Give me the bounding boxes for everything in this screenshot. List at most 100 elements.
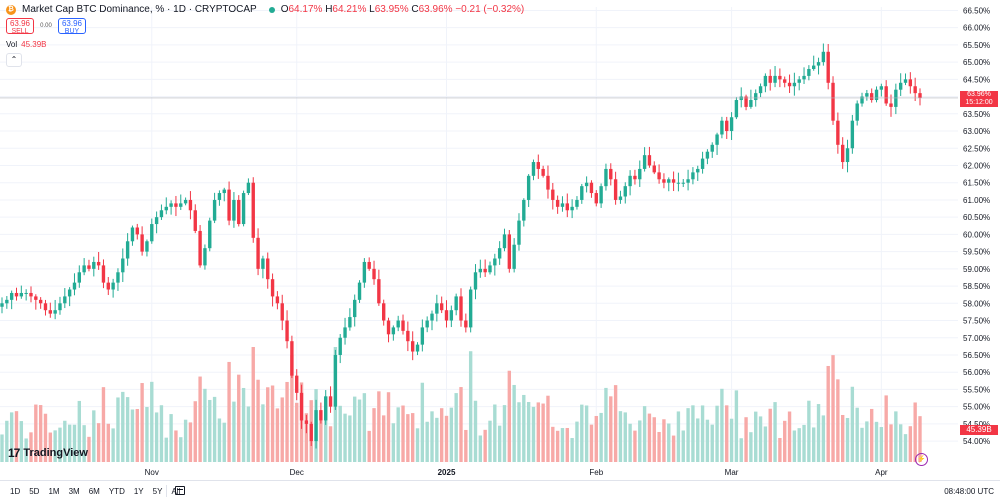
volume-bar xyxy=(328,426,333,462)
candle-body xyxy=(555,199,560,207)
volume-bar xyxy=(140,383,144,462)
sell-button[interactable]: 63.96 SELL xyxy=(6,18,34,35)
candle-body xyxy=(208,220,212,249)
volume-bar xyxy=(459,387,463,462)
volume-label: Vol xyxy=(6,40,18,49)
candle-body xyxy=(613,179,618,200)
candle-body xyxy=(101,265,106,283)
time-tick-label: Mar xyxy=(725,468,739,477)
volume-bar xyxy=(594,415,598,462)
volume-bar xyxy=(763,426,768,462)
volume-bar xyxy=(212,396,217,462)
volume-legend[interactable]: Vol 45.39B xyxy=(6,40,46,49)
candle-body xyxy=(512,244,516,269)
price-tick-label: 55.50% xyxy=(963,385,990,394)
candle-body xyxy=(159,210,164,218)
volume-bar xyxy=(280,397,284,462)
candle-body xyxy=(391,327,396,335)
symbol-title[interactable]: Market Cap BTC Dominance, % · 1D · CRYPT… xyxy=(22,4,257,15)
volume-bar xyxy=(319,420,323,462)
candle-body xyxy=(280,303,284,321)
volume-bar xyxy=(188,422,193,462)
volume-bar xyxy=(903,434,908,462)
tradingview-logo[interactable]: 17 TradingView xyxy=(8,446,88,460)
volume-bar xyxy=(754,411,758,462)
candle-body xyxy=(38,299,43,304)
sell-price: 63.96 xyxy=(9,19,31,28)
candle-body xyxy=(135,227,139,235)
candle-body xyxy=(778,75,782,80)
price-axis[interactable]: 66.50%66.00%65.50%65.00%64.50%64.00%63.5… xyxy=(963,6,990,446)
candle-body xyxy=(29,292,33,297)
collapse-legend-button[interactable]: ⌃ xyxy=(6,53,22,67)
price-tick-label: 62.50% xyxy=(963,144,990,153)
candle-body xyxy=(662,179,666,183)
range-5y[interactable]: 5Y xyxy=(152,487,163,496)
candle-body xyxy=(333,354,338,407)
candle-body xyxy=(850,120,855,149)
volume-bar xyxy=(522,394,526,462)
market-status-icon[interactable] xyxy=(268,6,275,13)
volume-bar xyxy=(150,381,154,462)
price-tick-label: 55.00% xyxy=(963,403,990,412)
volume-bar xyxy=(72,424,77,462)
volume-bar xyxy=(599,412,603,462)
volume-bar xyxy=(874,421,879,462)
candle-body xyxy=(48,310,53,314)
candle-body xyxy=(468,289,473,328)
calendar-icon[interactable] xyxy=(175,486,185,495)
utc-clock[interactable]: 08:48:00 UTC xyxy=(944,487,994,496)
range-3m[interactable]: 3M xyxy=(68,487,80,496)
candle-body xyxy=(295,375,299,393)
volume-bar xyxy=(536,402,540,462)
volume-bar xyxy=(116,397,120,462)
candle-body xyxy=(338,337,342,355)
volume-bar xyxy=(266,387,270,462)
volume-bar xyxy=(633,430,637,462)
candle-body xyxy=(831,82,835,121)
volume-bar xyxy=(251,347,255,462)
candle-body xyxy=(812,65,816,70)
price-tick-label: 65.50% xyxy=(963,41,990,50)
candle-body xyxy=(855,103,859,121)
range-1d[interactable]: 1D xyxy=(10,487,21,496)
volume-bar xyxy=(353,396,357,462)
volume-bar xyxy=(710,424,714,462)
range-ytd[interactable]: YTD xyxy=(108,487,125,496)
price-tick-label: 57.50% xyxy=(963,317,990,326)
volume-bar xyxy=(5,420,9,462)
candle-body xyxy=(691,172,695,180)
candle-body xyxy=(150,224,154,242)
candle-body xyxy=(459,296,463,321)
volume-bar xyxy=(705,419,710,462)
volume-bar xyxy=(802,424,806,462)
range-5d[interactable]: 5D xyxy=(29,487,40,496)
price-tick-label: 60.00% xyxy=(963,230,990,239)
volume-bar xyxy=(787,411,792,462)
volume-bar xyxy=(526,402,531,462)
candle-body xyxy=(710,144,714,152)
candle-body xyxy=(261,258,265,269)
volume-bar xyxy=(575,421,579,462)
volume-bar xyxy=(154,412,159,462)
volume-bar xyxy=(831,355,835,462)
bolt-icon[interactable]: ⚡ xyxy=(915,453,928,466)
price-tick-label: 61.00% xyxy=(963,196,990,205)
low-label: L xyxy=(369,4,375,15)
high-label: H xyxy=(325,4,333,15)
volume-bar xyxy=(826,365,830,462)
volume-bar xyxy=(517,402,521,462)
range-1y[interactable]: 1Y xyxy=(133,487,144,496)
candle-body xyxy=(599,186,603,204)
time-axis[interactable]: NovDec2025FebMarAprMayJun xyxy=(145,468,1000,477)
candle-body xyxy=(246,182,251,194)
buy-button[interactable]: 63.96 BUY xyxy=(58,18,86,35)
volume-bar xyxy=(889,424,893,462)
candle-body xyxy=(425,320,429,328)
candle-body xyxy=(483,268,487,273)
range-1m[interactable]: 1M xyxy=(48,487,60,496)
candle-body xyxy=(860,96,864,104)
bitcoin-icon: ₿ xyxy=(6,4,16,15)
range-6m[interactable]: 6M xyxy=(88,487,100,496)
